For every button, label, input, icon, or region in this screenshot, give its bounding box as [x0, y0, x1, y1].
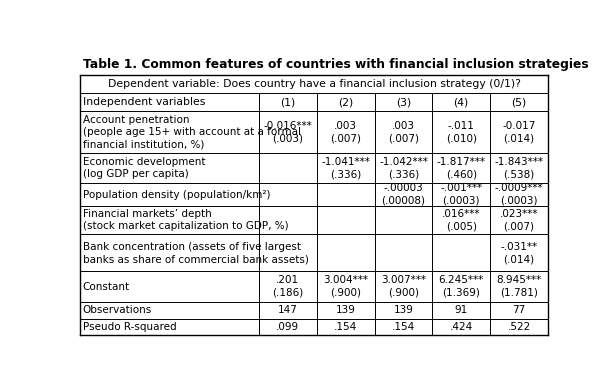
Text: Observations: Observations — [83, 305, 152, 315]
Text: -0.016***
(.003): -0.016*** (.003) — [264, 121, 312, 143]
Text: .154: .154 — [392, 322, 415, 332]
Text: -0.017
(.014): -0.017 (.014) — [502, 121, 536, 143]
Text: 139: 139 — [394, 305, 413, 315]
Text: .099: .099 — [276, 322, 300, 332]
Text: -.0009***
(.0003): -.0009*** (.0003) — [495, 184, 543, 206]
Text: Independent variables: Independent variables — [83, 97, 205, 107]
Text: -.001***
(.0003): -.001*** (.0003) — [440, 184, 482, 206]
Text: 139: 139 — [336, 305, 356, 315]
Text: Table 1. Common features of countries with financial inclusion strategies: Table 1. Common features of countries wi… — [83, 58, 588, 71]
Text: .003
(.007): .003 (.007) — [388, 121, 419, 143]
Text: -1.817***
(.460): -1.817*** (.460) — [436, 157, 485, 179]
Text: Account penetration
(people age 15+ with account at a formal
financial instituti: Account penetration (people age 15+ with… — [83, 115, 301, 150]
Text: -1.041***
(.336): -1.041*** (.336) — [321, 157, 370, 179]
Text: .201
(.186): .201 (.186) — [272, 276, 303, 298]
Text: Population density (population/km²): Population density (population/km²) — [83, 190, 270, 200]
Text: -.00003
(.00008): -.00003 (.00008) — [381, 184, 425, 206]
Text: (2): (2) — [338, 97, 353, 107]
Text: -1.843***
(.538): -1.843*** (.538) — [495, 157, 544, 179]
Text: 8.945***
(1.781): 8.945*** (1.781) — [497, 276, 542, 298]
Text: Economic development
(log GDP per capita): Economic development (log GDP per capita… — [83, 157, 205, 179]
Text: 91: 91 — [455, 305, 468, 315]
Text: Constant: Constant — [83, 282, 130, 291]
Text: .003
(.007): .003 (.007) — [330, 121, 361, 143]
Text: 3.004***
(.900): 3.004*** (.900) — [323, 276, 368, 298]
Text: .424: .424 — [449, 322, 473, 332]
Text: 3.007***
(.900): 3.007*** (.900) — [381, 276, 426, 298]
Text: (1): (1) — [280, 97, 295, 107]
Text: -.031**
(.014): -.031** (.014) — [500, 242, 538, 264]
Text: (3): (3) — [396, 97, 411, 107]
Text: Dependent variable: Does country have a financial inclusion strategy (0/1)?: Dependent variable: Does country have a … — [108, 79, 520, 89]
Text: 6.245***
(1.369): 6.245*** (1.369) — [439, 276, 484, 298]
Text: .522: .522 — [508, 322, 531, 332]
Text: Financial markets’ depth
(stock market capitalization to GDP, %): Financial markets’ depth (stock market c… — [83, 209, 289, 231]
Text: .154: .154 — [334, 322, 357, 332]
Text: Pseudo R-squared: Pseudo R-squared — [83, 322, 177, 332]
Text: .023***
(.007): .023*** (.007) — [500, 209, 538, 231]
Text: 147: 147 — [278, 305, 298, 315]
Text: Bank concentration (assets of five largest
banks as share of commercial bank ass: Bank concentration (assets of five large… — [83, 242, 309, 264]
Text: -1.042***
(.336): -1.042*** (.336) — [379, 157, 428, 179]
Text: (4): (4) — [454, 97, 469, 107]
Text: (5): (5) — [511, 97, 527, 107]
Text: 77: 77 — [512, 305, 525, 315]
Text: .016***
(.005): .016*** (.005) — [442, 209, 481, 231]
Text: -.011
(.010): -.011 (.010) — [446, 121, 477, 143]
